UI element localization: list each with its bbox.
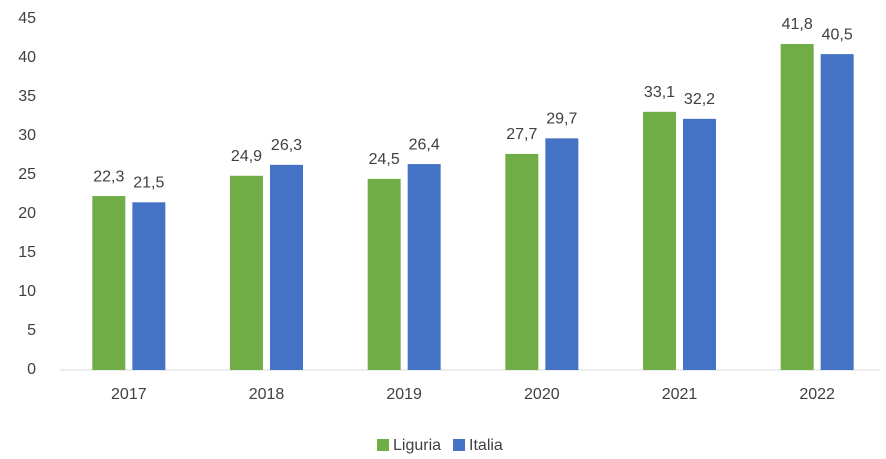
bar — [505, 153, 539, 370]
y-tick-label: 25 — [18, 166, 36, 183]
value-label: 26,4 — [409, 136, 440, 153]
bar — [820, 54, 854, 370]
value-label: 40,5 — [822, 26, 853, 43]
value-label: 22,3 — [93, 168, 124, 185]
bar — [132, 202, 166, 370]
bar — [230, 175, 263, 370]
value-label: 41,8 — [782, 16, 813, 33]
y-tick-label: 10 — [18, 283, 36, 300]
value-label: 24,9 — [231, 148, 262, 165]
value-label: 21,5 — [133, 175, 164, 192]
legend-swatch — [377, 439, 389, 451]
value-label: 26,3 — [271, 137, 302, 154]
x-tick-label: 2021 — [662, 386, 698, 403]
y-tick-label: 30 — [18, 127, 36, 144]
bar — [367, 178, 401, 370]
y-tick-label: 35 — [18, 88, 36, 105]
bar — [407, 164, 441, 370]
y-tick-label: 20 — [18, 205, 36, 222]
value-label: 24,5 — [369, 151, 400, 168]
bar — [683, 118, 716, 370]
y-tick-label: 0 — [27, 361, 36, 378]
y-tick-label: 45 — [18, 10, 36, 27]
y-tick-label: 15 — [18, 244, 36, 261]
legend-label: Liguria — [393, 437, 441, 454]
bar — [780, 43, 814, 371]
legend-label: Italia — [469, 437, 503, 454]
value-label: 33,1 — [644, 84, 675, 101]
bar — [643, 111, 676, 370]
legend-swatch — [453, 439, 466, 451]
x-tick-label: 2019 — [386, 386, 422, 403]
x-tick-label: 2017 — [111, 386, 147, 403]
y-tick-label: 40 — [18, 49, 36, 66]
x-tick-label: 2020 — [524, 386, 560, 403]
value-label: 32,2 — [684, 91, 715, 108]
bar — [270, 164, 303, 370]
value-label: 27,7 — [506, 126, 537, 143]
value-label: 29,7 — [546, 111, 577, 128]
x-tick-label: 2022 — [799, 386, 835, 403]
bar — [545, 138, 579, 370]
y-tick-label: 5 — [27, 322, 36, 339]
bar — [92, 196, 126, 370]
x-tick-label: 2018 — [249, 386, 285, 403]
